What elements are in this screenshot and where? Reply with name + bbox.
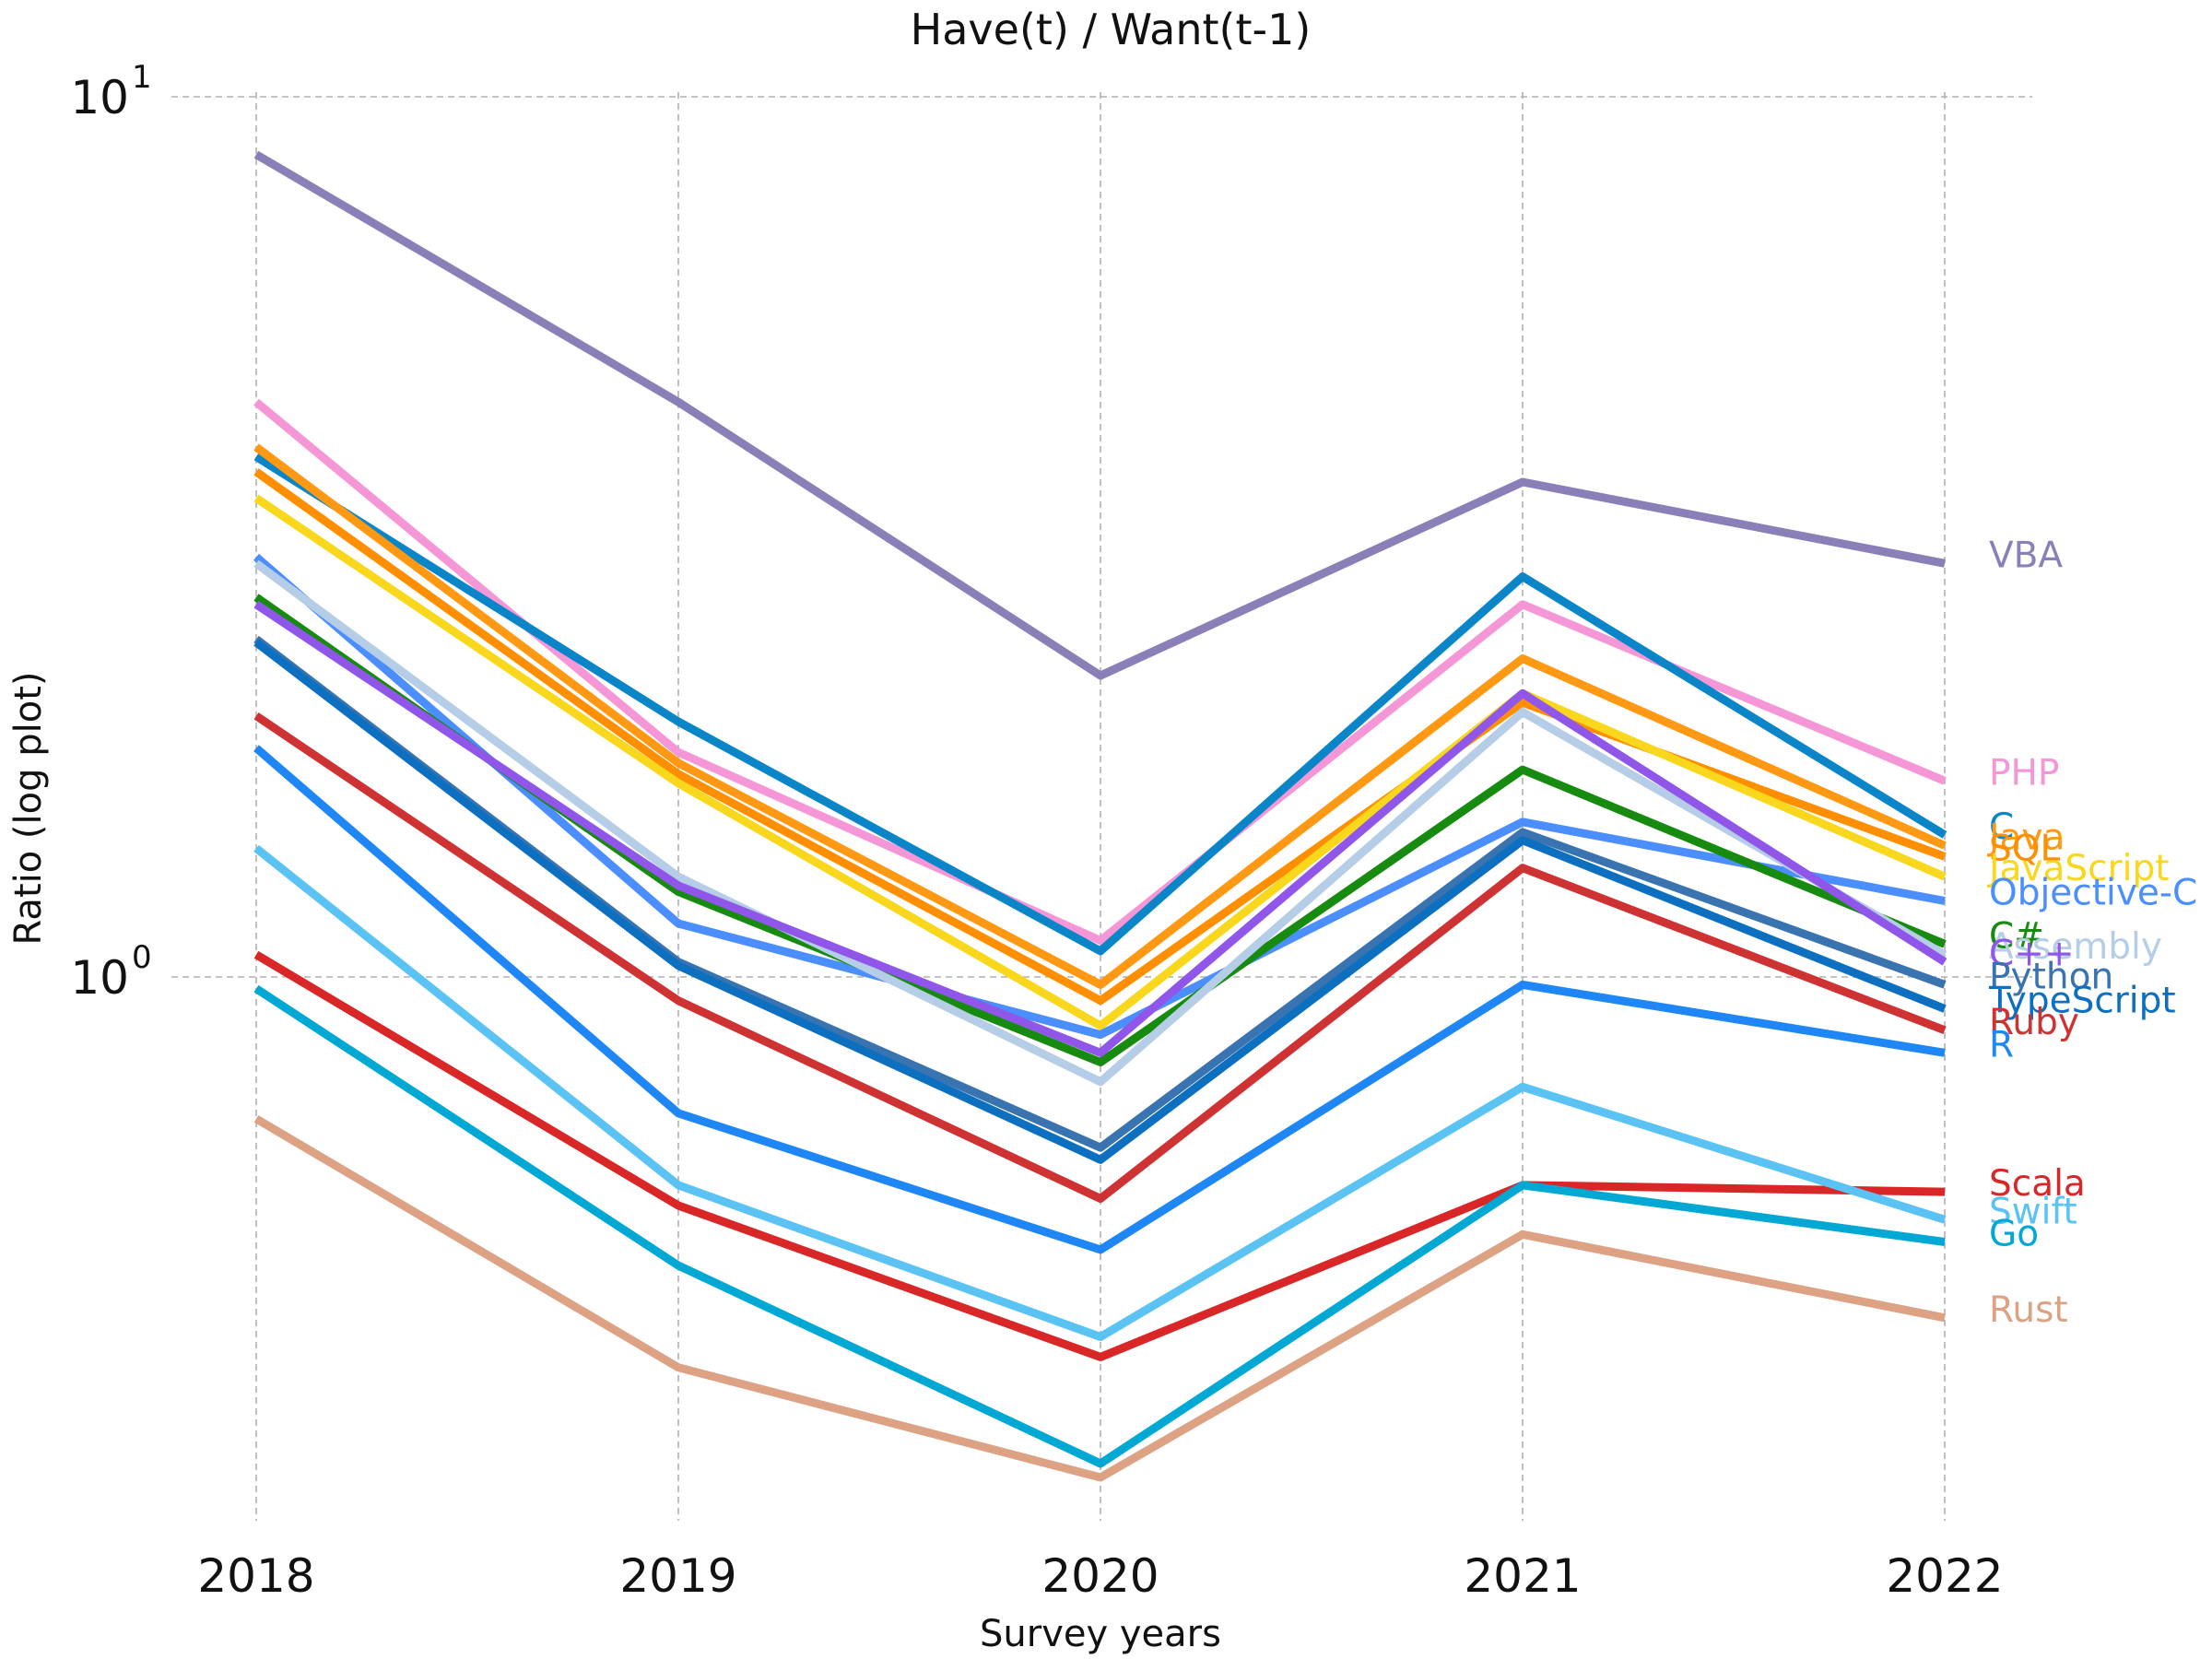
grid <box>171 92 2032 1521</box>
series-line-objective-c <box>253 553 1946 1040</box>
series-label-python: Python <box>1989 956 2113 997</box>
series-label-swift: Swift <box>1989 1191 2077 1232</box>
series-line-ruby <box>253 712 1947 1203</box>
series-line-java <box>253 443 1947 989</box>
x-tick-label: 2018 <box>197 1549 314 1603</box>
series-lines <box>253 150 1947 1482</box>
series-label-ruby: Ruby <box>1989 1002 2079 1043</box>
series-line-scala <box>253 950 1946 1361</box>
series-line-vba <box>253 150 1946 680</box>
series-line-swift <box>253 844 1947 1341</box>
series-label-scala: Scala <box>1989 1163 2086 1205</box>
y-axis-label: Ratio (log plot) <box>7 672 50 946</box>
series-line-cplusplus <box>253 601 1947 1057</box>
x-axis-ticks: 2018 2019 2020 2021 2022 <box>197 1549 2003 1603</box>
chart-title: Have(t) / Want(t-1) <box>911 5 1312 54</box>
series-label-cplusplus: C++ <box>1989 934 2075 975</box>
series-line-typescript <box>253 639 1947 1164</box>
y-tick-label: 10 <box>70 71 129 124</box>
series-line-assembly <box>253 559 1947 1087</box>
series-line-r <box>253 745 1946 1254</box>
x-tick-label: 2019 <box>619 1549 736 1603</box>
x-tick-label: 2021 <box>1464 1549 1581 1603</box>
series-label-objective-c: Objective-C <box>1989 873 2197 914</box>
y-tick-exponent: 1 <box>132 59 152 96</box>
series-label-javascript: JavaScript <box>1986 848 2170 889</box>
series-label-assembly: Assembly <box>1989 926 2162 968</box>
y-tick-label: 10 <box>70 951 129 1005</box>
series-label-typescript: TypeScript <box>1988 981 2176 1022</box>
x-tick-label: 2020 <box>1041 1549 1159 1603</box>
series-labels: VBA PHP CJavaSQLJavaScriptObjective-CC#Ass… <box>1986 535 2197 1330</box>
x-tick-label: 2022 <box>1886 1549 2003 1603</box>
series-label-c: C <box>1989 806 2014 848</box>
series-label-rust: Rust <box>1989 1289 2068 1331</box>
series-line-rust <box>253 1115 1946 1482</box>
x-axis-label: Survey years <box>980 1613 1221 1655</box>
y-tick-exponent: 0 <box>132 939 152 976</box>
series-label-java: Java <box>1986 817 2065 858</box>
series-label-sql: SQL <box>1989 828 2060 869</box>
series-line-go <box>253 984 1946 1468</box>
series-label-vba: VBA <box>1989 535 2063 576</box>
series-line-c <box>253 453 1947 956</box>
series-label-go: Go <box>1989 1213 2039 1254</box>
series-label-r: R <box>1989 1024 2014 1065</box>
series-label-php: PHP <box>1989 752 2059 794</box>
series-line-javascript <box>253 494 1947 1030</box>
series-label-csharp: C# <box>1989 915 2044 957</box>
